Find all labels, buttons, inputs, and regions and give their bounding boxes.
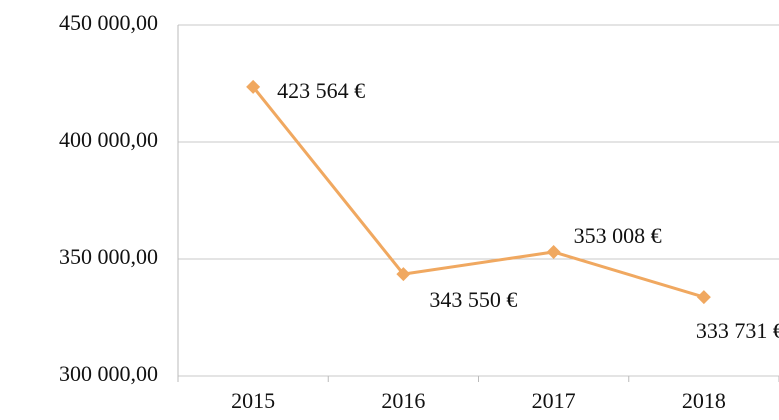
x-tick-label: 2015 xyxy=(231,388,275,413)
data-label: 353 008 € xyxy=(574,223,662,248)
x-tick-label: 2018 xyxy=(682,388,726,413)
marker xyxy=(696,290,711,305)
marker xyxy=(246,79,261,94)
x-tick-label: 2017 xyxy=(532,388,576,413)
data-label: 333 731 € xyxy=(696,318,779,343)
data-label: 423 564 € xyxy=(277,78,365,103)
line xyxy=(251,85,705,299)
data-label: 343 550 € xyxy=(429,287,517,312)
y-tick-label: 400 000,00 xyxy=(59,127,158,152)
y-tick-label: 350 000,00 xyxy=(59,244,158,269)
marker xyxy=(396,267,411,282)
y-tick-label: 300 000,00 xyxy=(59,361,158,386)
x-tick-label: 2016 xyxy=(381,388,425,413)
y-tick-label: 450 000,00 xyxy=(59,10,158,35)
marker xyxy=(546,244,561,259)
